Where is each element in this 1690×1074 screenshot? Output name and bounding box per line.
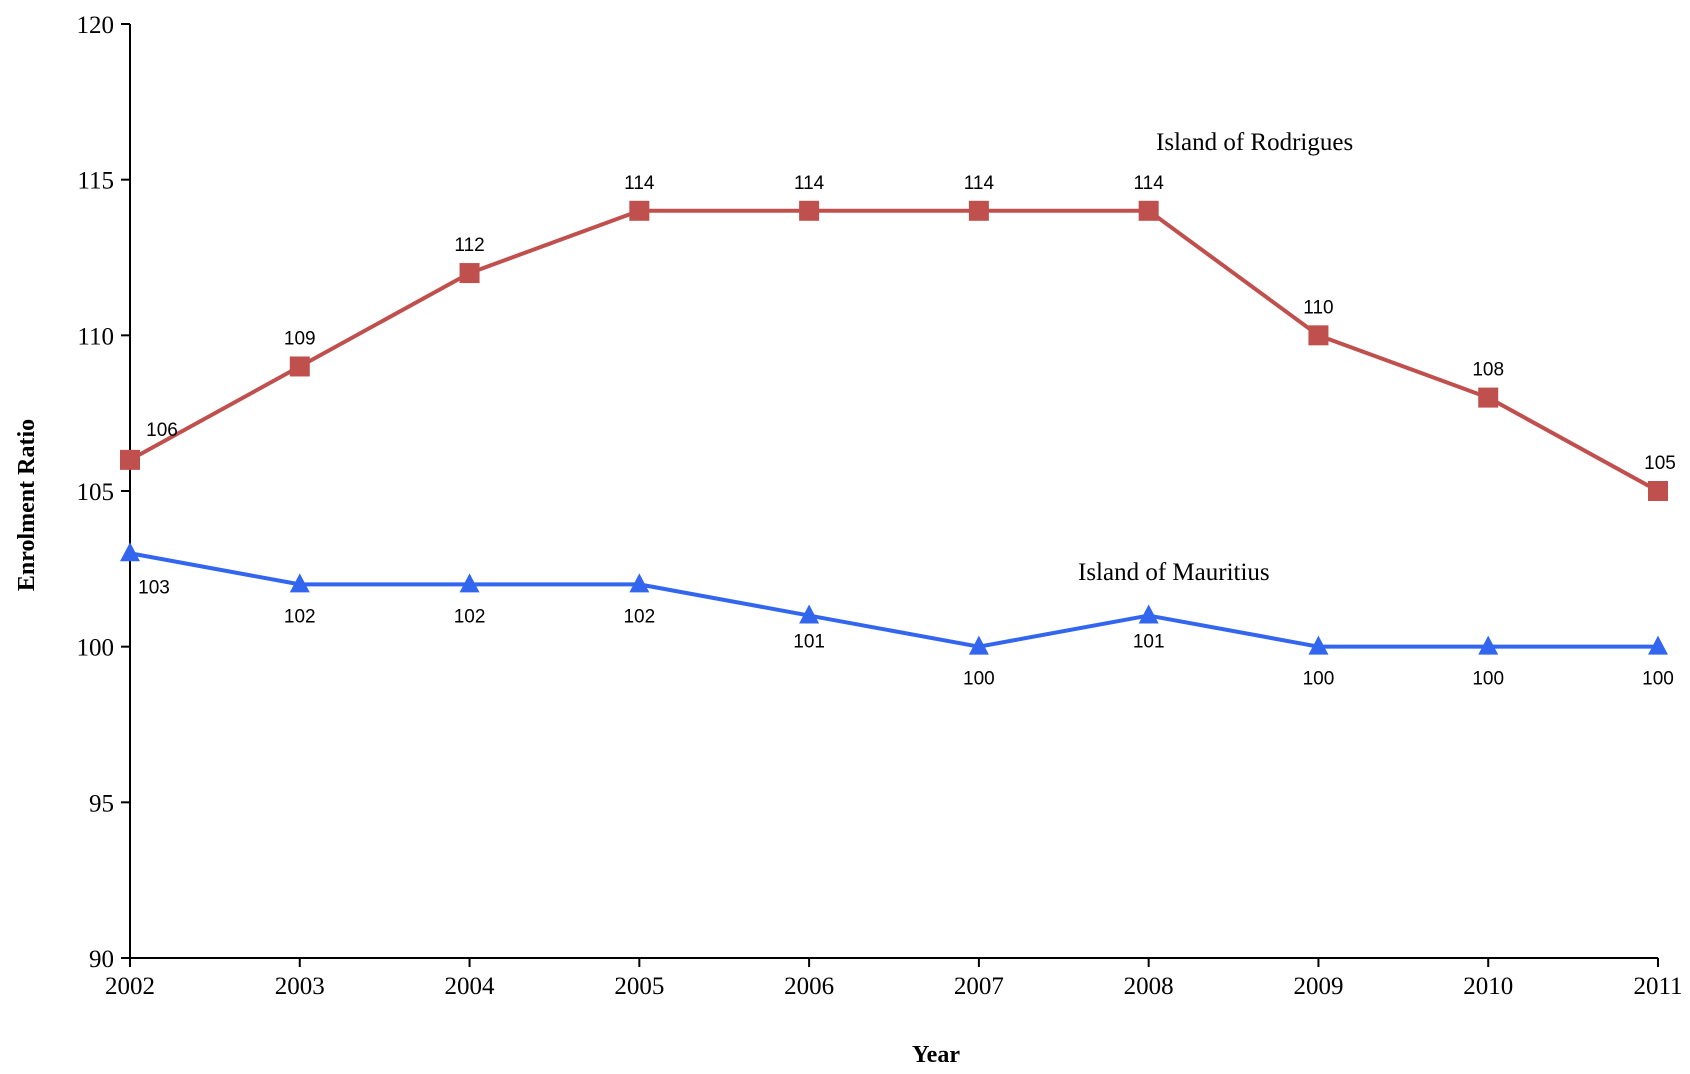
data-point-marker [120, 449, 140, 470]
data-label: 109 [284, 328, 316, 349]
data-label: 108 [1472, 360, 1504, 381]
x-tick-label: 2005 [614, 973, 664, 1000]
y-tick-label: 110 [77, 323, 114, 350]
y-tick-label: 95 [89, 790, 114, 817]
x-tick-label: 2002 [105, 973, 155, 1000]
data-label: 114 [1134, 173, 1165, 194]
x-tick-label: 2009 [1293, 973, 1343, 1000]
data-point-marker [968, 635, 989, 655]
data-label: 100 [963, 669, 995, 690]
data-point-marker [629, 573, 650, 593]
data-label: 101 [1133, 632, 1165, 653]
x-tick-label: 2006 [784, 973, 834, 1000]
x-tick-label: 2011 [1633, 973, 1682, 1000]
data-point-marker [799, 604, 820, 624]
data-point-marker [1138, 604, 1159, 624]
series-rodrigues: 106 109 112 114 114 114 114 110 108 105 [120, 173, 1676, 501]
data-label: 102 [623, 606, 655, 627]
data-label: 101 [793, 632, 825, 653]
data-label: 102 [454, 606, 486, 627]
y-tick-label: 90 [89, 946, 114, 973]
x-tick-label: 2008 [1124, 973, 1174, 1000]
x-axis-title: Year [912, 1042, 960, 1068]
axes: 90 95 100 105 110 115 120 2002 2003 2004 2005 2006 2… [77, 12, 1683, 1000]
data-label: 106 [146, 420, 178, 441]
data-point-marker [1648, 481, 1668, 501]
data-point-marker [1478, 635, 1499, 655]
data-point-marker [1138, 200, 1159, 221]
data-point-marker [1478, 387, 1499, 408]
y-tick-label: 115 [77, 168, 114, 195]
series-mauritius: 103 102 102 102 101 100 101 100 100 100 [120, 542, 1674, 690]
data-point-marker [289, 573, 310, 593]
data-point-marker [459, 263, 480, 284]
y-tick-label: 105 [77, 479, 115, 506]
x-tick-label: 2007 [954, 973, 1004, 1000]
data-point-marker [1308, 635, 1329, 655]
data-point-marker [629, 200, 650, 221]
data-point-marker [1308, 325, 1329, 346]
series-name-rodrigues: Island of Rodrigues [1156, 129, 1353, 156]
series-line [129, 208, 1659, 493]
data-label: 114 [964, 173, 995, 194]
data-label: 100 [1472, 669, 1504, 690]
data-label: 100 [1303, 669, 1335, 690]
data-label: 105 [1644, 453, 1676, 474]
x-tick-label: 2003 [275, 973, 325, 1000]
data-label: 100 [1642, 669, 1674, 690]
data-point-marker [1648, 635, 1668, 655]
x-tick-label: 2004 [445, 973, 496, 1000]
y-tick-label: 120 [77, 12, 115, 39]
data-label: 114 [624, 173, 655, 194]
data-point-marker [120, 542, 140, 562]
data-label: 103 [138, 577, 170, 598]
series-name-mauritius: Island of Mauritius [1078, 559, 1270, 586]
data-point-marker [799, 200, 820, 221]
y-tick-label: 100 [77, 635, 115, 662]
data-point-marker [459, 573, 480, 593]
y-axis-title: Enrolment Ratio [14, 419, 40, 591]
data-point-marker [289, 356, 310, 377]
data-label: 110 [1303, 297, 1333, 318]
x-tick-label: 2010 [1463, 973, 1513, 1000]
data-label: 114 [794, 173, 825, 194]
data-label: 112 [454, 235, 484, 256]
data-label: 102 [284, 606, 316, 627]
series-line [129, 551, 1658, 649]
data-point-marker [968, 200, 989, 221]
